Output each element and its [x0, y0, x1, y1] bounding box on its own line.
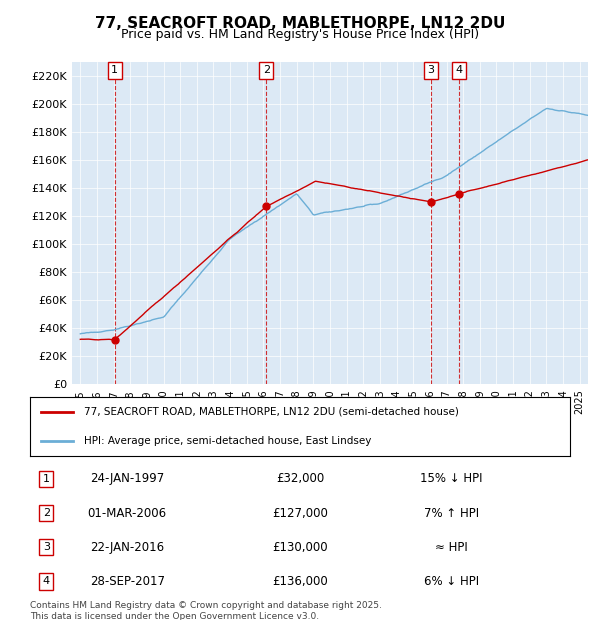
Text: 01-MAR-2006: 01-MAR-2006 [88, 507, 167, 520]
Text: Price paid vs. HM Land Registry's House Price Index (HPI): Price paid vs. HM Land Registry's House … [121, 28, 479, 41]
Text: 4: 4 [43, 576, 50, 587]
Text: 22-JAN-2016: 22-JAN-2016 [90, 541, 164, 554]
Text: 28-SEP-2017: 28-SEP-2017 [90, 575, 164, 588]
Text: £130,000: £130,000 [272, 541, 328, 554]
Text: £127,000: £127,000 [272, 507, 328, 520]
Text: 3: 3 [43, 542, 50, 552]
Text: 1: 1 [111, 66, 118, 76]
Text: 24-JAN-1997: 24-JAN-1997 [90, 472, 164, 485]
Text: Contains HM Land Registry data © Crown copyright and database right 2025.
This d: Contains HM Land Registry data © Crown c… [30, 601, 382, 620]
Text: 77, SEACROFT ROAD, MABLETHORPE, LN12 2DU (semi-detached house): 77, SEACROFT ROAD, MABLETHORPE, LN12 2DU… [84, 407, 459, 417]
Text: 2: 2 [43, 508, 50, 518]
Text: 6% ↓ HPI: 6% ↓ HPI [424, 575, 479, 588]
Text: 7% ↑ HPI: 7% ↑ HPI [424, 507, 479, 520]
Text: 4: 4 [455, 66, 463, 76]
Text: 77, SEACROFT ROAD, MABLETHORPE, LN12 2DU: 77, SEACROFT ROAD, MABLETHORPE, LN12 2DU [95, 16, 505, 30]
Text: HPI: Average price, semi-detached house, East Lindsey: HPI: Average price, semi-detached house,… [84, 436, 371, 446]
Text: £136,000: £136,000 [272, 575, 328, 588]
Text: 2: 2 [263, 66, 270, 76]
Text: 3: 3 [427, 66, 434, 76]
Text: £32,000: £32,000 [276, 472, 324, 485]
Text: ≈ HPI: ≈ HPI [435, 541, 467, 554]
Text: 1: 1 [43, 474, 50, 484]
Text: 15% ↓ HPI: 15% ↓ HPI [420, 472, 482, 485]
